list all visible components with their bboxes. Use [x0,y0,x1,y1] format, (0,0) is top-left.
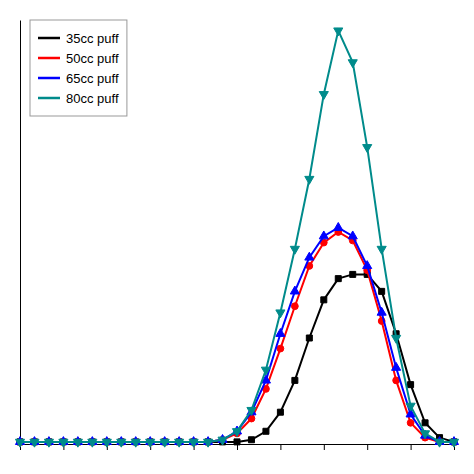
point [263,428,269,434]
x-tick-mark [367,444,368,450]
y-axis-line [20,21,21,445]
point [350,271,356,277]
chart: 35cc puff 50cc puff 65cc puff 80cc puff [0,0,474,474]
legend-item: 80cc puff [38,91,119,106]
point [319,92,328,100]
point [363,261,372,269]
point [407,419,414,426]
x-tick-mark [324,444,325,450]
legend-item: 35cc puff [38,31,119,46]
point [348,60,357,68]
point [334,222,343,230]
point [88,439,97,447]
point [277,409,283,415]
point [408,382,414,388]
legend-label: 65cc puff [66,71,119,86]
point [204,439,213,447]
point [73,439,82,447]
point [321,297,327,303]
point [247,407,256,415]
point [335,276,341,282]
point [291,303,298,310]
point [319,231,328,239]
point [175,439,184,447]
legend-label: 35cc puff [66,31,119,46]
x-tick [324,444,325,450]
point [348,231,357,239]
point [232,429,241,437]
line [20,228,454,442]
point [290,246,299,254]
point [421,431,430,439]
point [117,439,126,447]
plot: 35cc puff 50cc puff 65cc puff 80cc puff [15,20,458,450]
point [435,439,444,447]
point [449,439,458,447]
legend-swatch [38,97,60,100]
point [377,246,386,254]
legend-box [30,20,127,116]
point [379,288,385,294]
point [218,437,227,445]
point [59,439,68,447]
marks [15,28,458,447]
point [292,377,298,383]
point [160,439,169,447]
point [363,145,372,153]
point [305,176,314,184]
point [334,28,343,36]
point [276,328,285,336]
point [15,439,24,447]
y-axis [20,21,21,445]
legend-swatch [38,57,60,60]
x-tick-mark [280,444,281,450]
legend-swatch [38,77,60,80]
point [30,439,39,447]
point [377,307,386,315]
series [15,28,458,447]
point [277,345,284,352]
legend-label: 80cc puff [66,91,119,106]
legend: 35cc puff 50cc puff 65cc puff 80cc puff [30,20,127,116]
point [261,367,270,375]
series [15,222,458,444]
legend-swatch [38,37,60,40]
point [392,362,401,370]
series [17,229,458,446]
point [306,335,312,341]
point [392,335,401,343]
point [248,437,254,443]
point [131,439,140,447]
legend-item: 65cc puff [38,71,119,86]
x-tick [280,444,281,450]
point [305,252,314,260]
legend-item: 50cc puff [38,51,119,66]
point [102,439,111,447]
point [189,439,198,447]
legend-label: 50cc puff [66,51,119,66]
point [276,310,285,318]
x-tick [411,444,412,450]
point [234,439,240,445]
x-tick-mark [411,444,412,450]
x-tick [367,444,368,450]
point [422,420,428,426]
point [44,439,53,447]
line [20,31,454,442]
point [406,403,415,411]
point [290,286,299,294]
point [146,439,155,447]
